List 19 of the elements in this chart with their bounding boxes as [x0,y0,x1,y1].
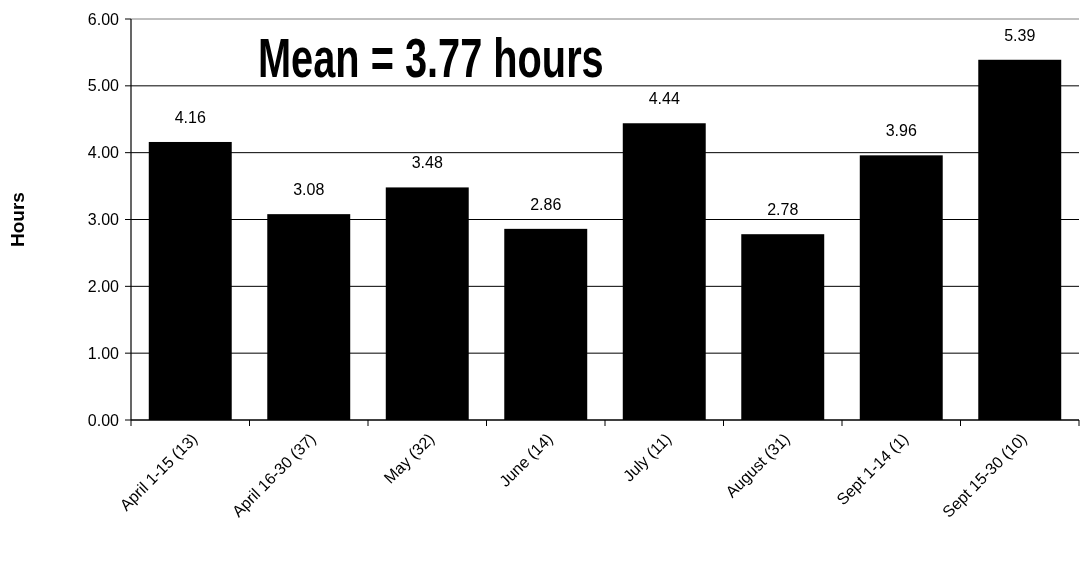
y-tick-label: 3.00 [87,211,120,229]
data-label: 3.48 [411,154,443,172]
y-tick-label: 5.00 [87,77,120,95]
y-tick-label: 0.00 [87,411,120,429]
data-label: 5.39 [1004,26,1036,44]
data-label: 2.78 [767,201,799,219]
y-tick-label: 6.00 [87,10,120,28]
data-label: 3.08 [293,181,325,199]
data-label: 4.16 [174,108,206,126]
x-tick-label: May (32) [380,430,438,487]
annotation: Mean = 3.77 hours [258,26,604,89]
y-axis-title: Hours [7,192,28,247]
data-label: 3.96 [885,122,917,140]
y-tick-label: 4.00 [87,144,120,162]
y-tick-label: 1.00 [87,344,120,362]
data-label: 4.44 [648,90,680,108]
y-tick-label: 2.00 [87,277,120,295]
data-label: 2.86 [530,195,562,213]
x-tick-label: July (11) [619,430,675,485]
